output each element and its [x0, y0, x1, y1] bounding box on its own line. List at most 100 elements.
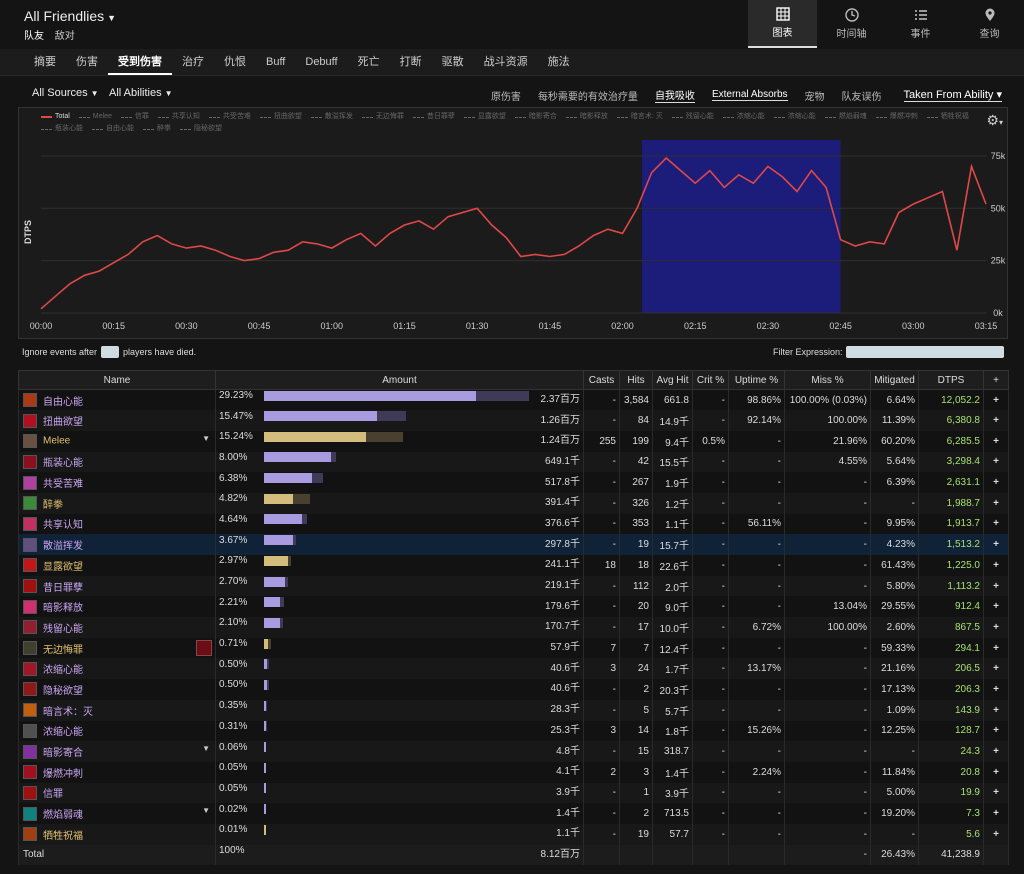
add-filter-button[interactable]: + [983, 617, 1009, 638]
add-filter-button[interactable]: + [983, 823, 1009, 845]
ability-name[interactable]: 信罪 [43, 789, 63, 801]
ability-name[interactable]: 残留心能 [43, 623, 83, 635]
table-row[interactable]: 自由心能 29.23% 2.37百万 -3,584 661.8-98.86% 100.00… [18, 389, 1009, 411]
table-row[interactable]: 隐秘欲望 0.50% 40.6千 -2 20.3千 - - -17.13% 206.3 + [18, 679, 1009, 700]
column-header-9[interactable]: DTPS [918, 370, 984, 390]
view-table-button[interactable]: 图表 [748, 0, 817, 48]
column-header-1[interactable]: Amount [215, 370, 584, 390]
ability-name[interactable]: 自由心能 [43, 396, 83, 408]
tab-8[interactable]: 打断 [399, 56, 422, 68]
table-row[interactable]: 显露欲望 2.97% 241.1千 18 18 22.6千 - - -61.43% 1,225.0… [18, 555, 1009, 576]
table-row[interactable]: 浓缩心能 0.50% 40.6千 3 24 1.7千 -13.17% -21.16% 206.5… [18, 658, 1009, 680]
table-row[interactable]: 昔日罪孽 2.70% 219.1千 -112 2.0千 - - -5.80% 1,113.2 + [18, 575, 1009, 597]
column-header-6[interactable]: Uptime % [728, 370, 785, 390]
table-row[interactable]: 牺牲祝福 0.01% 1.1千 -19 57.7- - - -5.6 + [18, 823, 1009, 845]
add-filter-button[interactable]: + [983, 451, 1009, 473]
ability-name[interactable]: 燃焰弱魂 [43, 810, 83, 822]
selection-highlight[interactable] [641, 140, 841, 313]
ability-name-cell[interactable]: 暗影释放 [18, 596, 216, 618]
expand-arrow-icon[interactable]: ▼ [202, 806, 210, 816]
ability-name-cell[interactable]: 醉拳 [18, 492, 216, 514]
ability-name[interactable]: 暗言术：灭 [43, 706, 93, 718]
tab-11[interactable]: 施法 [547, 56, 570, 68]
table-row[interactable]: 共受苦难 6.38% 517.8千 -267 1.9千 - - -6.39% 2,631.1 + [18, 472, 1009, 493]
filter-option-4[interactable]: 宠物 [804, 91, 825, 103]
ability-name-cell[interactable]: 共受苦难 [18, 472, 216, 493]
ability-name-cell[interactable]: 暗影寄合 ▼ [18, 741, 216, 762]
ability-name-cell[interactable]: 浓缩心能 [18, 658, 216, 680]
ability-name[interactable]: 浓缩心能 [43, 727, 83, 739]
column-header-8[interactable]: Mitigated [870, 370, 919, 390]
legend-item[interactable]: 无边悔罪 [361, 111, 404, 123]
ability-name[interactable]: 暗影释放 [43, 603, 83, 615]
ability-name[interactable]: 醉拳 [43, 499, 63, 511]
tab-10[interactable]: 战斗资源 [483, 56, 528, 68]
friendly-tab[interactable]: 队友 [24, 31, 44, 42]
add-filter-button[interactable]: + [983, 492, 1009, 514]
taken-from-dropdown[interactable]: Taken From Ability ▾ [903, 89, 1002, 102]
legend-item[interactable]: 隐秘欲望 [180, 123, 222, 135]
filter-option-0[interactable]: 原伤害 [490, 91, 521, 103]
legend-item[interactable]: 共享认知 [157, 111, 200, 123]
tab-4[interactable]: 仇恨 [224, 56, 246, 68]
column-header-3[interactable]: Hits [619, 370, 653, 390]
legend-item[interactable]: 浓缩心能 [773, 111, 816, 123]
ability-name[interactable]: 显露欲望 [43, 561, 83, 573]
table-row[interactable]: 扭曲欲望 15.47% 1.26百万 -84 14.9千 -92.14% 100.00% 11… [18, 410, 1009, 431]
table-row[interactable]: 信罪 0.05% 3.9千 -1 3.9千 - - -5.00% 19.9 + [18, 782, 1009, 804]
legend-item[interactable]: 燃焰弱魂 [824, 111, 867, 123]
ability-name-cell[interactable]: 扭曲欲望 [18, 410, 216, 431]
ability-name-cell[interactable]: 无边悔罪 [18, 637, 216, 659]
view-events-button[interactable]: 事件 [886, 0, 955, 48]
column-header-7[interactable]: Miss % [784, 370, 871, 390]
expand-arrow-icon[interactable]: ▼ [202, 744, 210, 754]
column-header-2[interactable]: Casts [583, 370, 620, 390]
ability-name[interactable]: Melee [43, 435, 71, 447]
gear-icon[interactable]: ⚙▾ [986, 112, 1003, 128]
ability-name[interactable]: 浓缩心能 [43, 665, 83, 677]
ability-name[interactable]: 扭曲欲望 [43, 417, 83, 429]
ability-name[interactable]: 隐秘欲望 [43, 685, 83, 697]
legend-item[interactable]: 浓缩心能 [722, 111, 765, 123]
legend-item[interactable]: 暗言术: 灭 [616, 111, 663, 123]
add-filter-button[interactable]: + [983, 430, 1009, 452]
add-filter-button[interactable]: + [983, 699, 1009, 721]
table-row[interactable]: 燃焰弱魂 ▼ 0.02% 1.4千 -2 713.5- - -19.20% 7.3 + [18, 803, 1009, 824]
table-row[interactable]: 残留心能 2.10% 170.7千 -17 10.0千 -6.72% 100.00% 2.60… [18, 617, 1009, 638]
legend-item[interactable]: 爆燃冲刺 [875, 111, 918, 123]
tab-9[interactable]: 驱散 [441, 56, 464, 68]
add-filter-button[interactable]: + [983, 761, 1009, 783]
report-title[interactable]: All Friendlies ▼ [24, 8, 117, 24]
ability-name-cell[interactable]: 爆燃冲刺 [18, 761, 216, 783]
add-filter-button[interactable]: + [983, 513, 1009, 535]
abilities-dropdown[interactable]: All Abilities ▼ [109, 87, 173, 99]
filter-option-2[interactable]: 自我吸收 [654, 87, 695, 103]
ability-name[interactable]: 瓶装心能 [43, 458, 83, 470]
ability-name-cell[interactable]: 燃焰弱魂 ▼ [18, 803, 216, 824]
legend-item[interactable]: Total [41, 111, 70, 123]
add-filter-button[interactable]: + [983, 575, 1009, 597]
add-filter-button[interactable]: + [983, 410, 1009, 431]
add-filter-button[interactable]: + [983, 782, 1009, 804]
ability-name-cell[interactable]: 瓶装心能 [18, 451, 216, 473]
legend-item[interactable]: 牺牲祝福 [926, 111, 969, 123]
ability-name[interactable]: 牺牲祝福 [43, 830, 83, 842]
table-row[interactable]: 浓缩心能 0.31% 25.3千 3 14 1.8千 -15.26% -12.25% 128.7… [18, 720, 1009, 742]
ability-name-cell[interactable]: 散溢挥发 [18, 534, 216, 555]
tab-5[interactable]: Buff [266, 56, 286, 68]
ability-name[interactable]: 散溢挥发 [43, 541, 83, 553]
column-header-5[interactable]: Crit % [692, 370, 729, 390]
add-filter-button[interactable]: + [983, 679, 1009, 700]
table-row[interactable]: 暗影寄合 ▼ 0.06% 4.8千 -15 318.7- - - -24.3 + [18, 741, 1009, 762]
ability-name-cell[interactable]: 信罪 [18, 782, 216, 804]
tab-1[interactable]: 伤害 [76, 56, 98, 68]
legend-item[interactable]: Melee [78, 111, 112, 123]
tab-6[interactable]: Debuff [305, 56, 338, 68]
legend-item[interactable]: 信罪 [120, 111, 149, 123]
add-filter-button[interactable]: + [983, 596, 1009, 618]
chevron-down-icon[interactable]: ▼ [107, 13, 117, 23]
add-filter-button[interactable]: + [983, 472, 1009, 493]
ability-name[interactable]: 爆燃冲刺 [43, 768, 83, 780]
legend-item[interactable]: 暗影释放 [565, 111, 608, 123]
ability-name[interactable]: 昔日罪孽 [43, 582, 83, 594]
